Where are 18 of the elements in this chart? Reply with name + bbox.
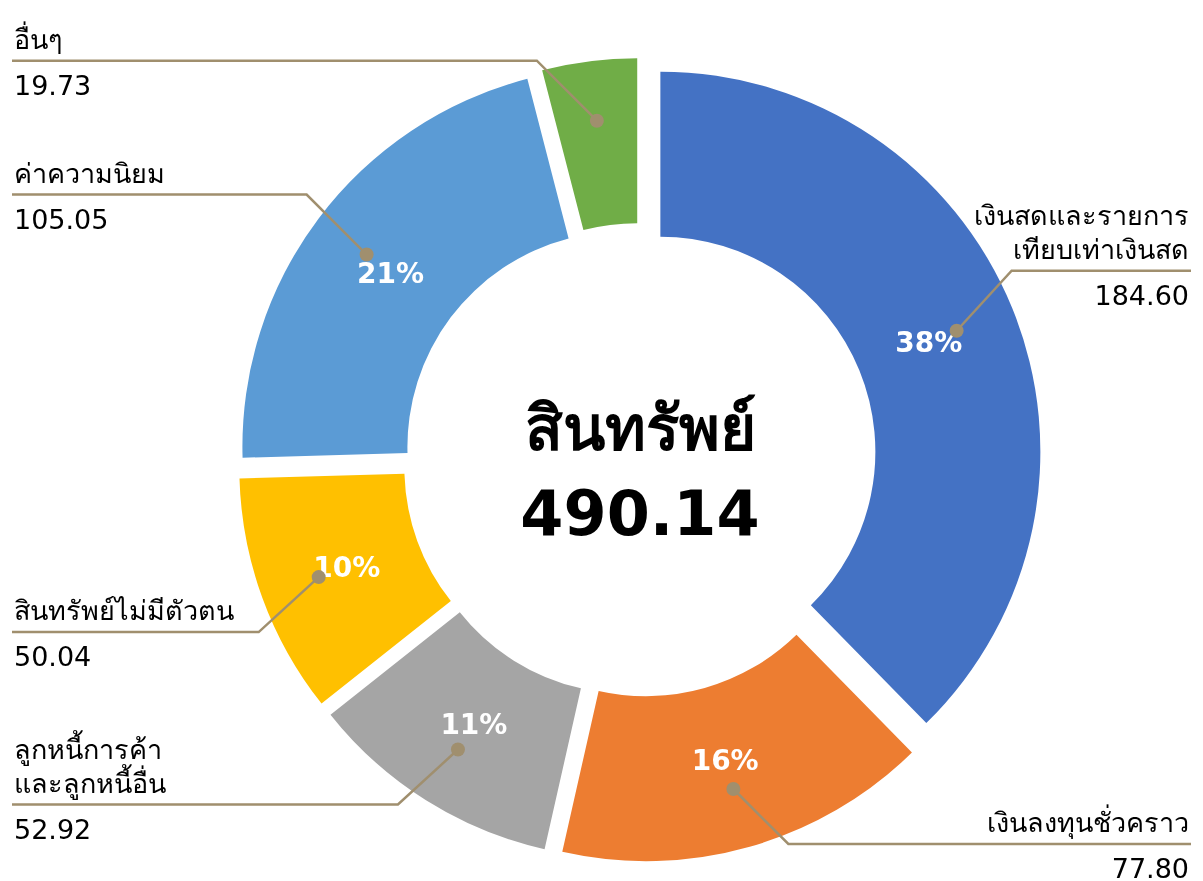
slice-label: เงินสดและรายการ เทียบเท่าเงินสด [974,199,1189,265]
slice-label: ค่าความนิยม [14,157,165,189]
slice-label: สินทรัพย์ไม่มีตัวตน [14,595,234,627]
text: 16% [691,744,759,778]
data-label: 50.04 [14,641,92,673]
data-label: 52.92 [14,813,92,845]
data-label: 19.73 [14,69,92,101]
data-label: 77.80 [1111,853,1189,881]
text: 38% [895,326,963,360]
data-label: 105.05 [14,203,109,235]
text: 21% [357,256,425,290]
slice-label: อื่นๆ [14,20,63,55]
slice-label: เงินลงทุนชั่วคราว [987,804,1189,841]
text: 490.14 [520,477,760,550]
slice-label: ลูกหนี้การค้า และลูกหนี้อื่น [14,729,166,800]
text: สินทรัพย์ [524,392,756,465]
text: 11% [440,708,508,742]
data-label: 184.60 [1094,279,1189,311]
